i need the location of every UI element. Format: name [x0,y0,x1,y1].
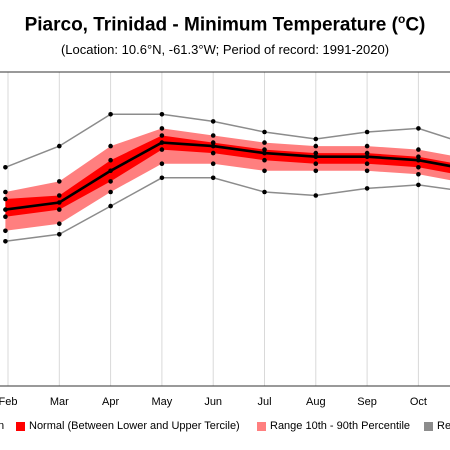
point-record-low [313,193,319,198]
x-tick-label-apr: Apr [102,396,119,408]
point-p10 [262,168,267,174]
point-upper-tercile [262,147,267,152]
line-record-low [5,177,450,243]
point-p90 [108,143,113,149]
x-tick-label-oct: Oct [410,396,427,408]
x-tick-label-sep: Sep [357,396,377,408]
point-mean [416,157,421,163]
point-lower-tercile [313,161,319,166]
point-p90 [159,126,165,131]
chart-subtitle: (Location: 10.6°N, -61.3°W; Period of re… [60,42,390,57]
lines [5,113,450,243]
legend-label-normal: Normal (Between Lower and Upper Tercile) [29,420,240,432]
point-record-low [210,175,216,181]
legend-label-mean: n [0,420,5,432]
point-lower-tercile [364,161,370,166]
point-mean [210,143,216,149]
point-p90 [57,179,62,184]
point-mean [3,207,8,212]
point-p90 [3,189,8,195]
point-record-high [364,129,370,135]
x-tick-label-may: May [152,396,173,408]
point-record-high [262,129,267,135]
point-p10 [416,172,421,177]
point-p10 [364,168,370,174]
x-tick-label-feb: Feb [0,396,17,408]
legend: n Normal (Between Lower and Upper Tercil… [0,420,450,440]
point-record-high [210,119,216,124]
point-record-low [416,182,421,188]
point-upper-tercile [364,150,370,156]
legend-item-record: Re [424,420,450,432]
point-mean [108,168,113,174]
point-upper-tercile [210,140,216,145]
point-upper-tercile [57,193,62,198]
point-lower-tercile [159,147,165,152]
point-lower-tercile [262,157,267,163]
legend-swatch-normal [16,421,25,431]
point-record-high [416,126,421,131]
point-record-low [57,232,62,237]
x-tick-label-jul: Jul [257,396,271,408]
x-tick-label-jun: Jun [204,396,222,408]
point-p10 [108,189,113,195]
point-upper-tercile [313,150,319,156]
point-record-high [313,136,319,142]
point-upper-tercile [108,157,113,163]
point-record-high [3,165,8,170]
point-mean [364,154,370,159]
point-record-low [364,186,370,191]
point-p90 [313,143,319,149]
point-lower-tercile [57,207,62,212]
point-mean [313,154,319,159]
legend-label-range: Range 10th - 90th Percentile [270,420,411,432]
grid [7,72,419,386]
x-tick-label-aug: Aug [306,396,326,408]
point-record-low [262,189,267,195]
line-mean [5,141,450,211]
point-record-high [159,112,165,117]
point-p90 [210,133,216,138]
point-mean [159,140,165,145]
chart: Feb Mar Apr May Jun Jul Aug Sep Oct [0,71,450,408]
point-p10 [313,168,319,174]
point-p10 [210,161,216,166]
point-lower-tercile [210,150,216,156]
points [3,112,421,244]
point-upper-tercile [416,154,421,159]
legend-item-mean: n [0,420,4,432]
point-p90 [262,140,267,145]
point-p10 [159,161,165,166]
legend-item-normal: Normal (Between Lower and Upper Tercile) [16,420,240,432]
point-p10 [3,228,8,234]
point-p90 [364,143,370,149]
legend-swatch-record [424,421,433,431]
point-record-low [3,239,8,244]
point-lower-tercile [3,214,8,219]
point-record-high [57,143,62,149]
point-upper-tercile [159,133,165,138]
point-upper-tercile [3,196,8,202]
bands [5,128,450,231]
point-record-low [108,203,113,209]
line-record-high [5,113,450,168]
chart-title-degree: o [397,12,406,26]
chart-title-unit: C) [405,14,426,36]
legend-label-record: Re [437,420,450,432]
legend-swatch-range [257,421,266,431]
point-record-high [108,112,113,117]
point-p10 [57,221,62,226]
point-mean [262,150,267,156]
x-axis: Feb Mar Apr May Jun Jul Aug Sep Oct [0,396,427,408]
x-tick-label-mar: Mar [50,396,69,408]
point-lower-tercile [108,179,113,184]
point-mean [57,200,62,205]
point-record-low [159,175,165,181]
point-lower-tercile [416,165,421,170]
chart-title-text: Piarco, Trinidad - Minimum Temperature ( [24,14,398,36]
chart-title: Piarco, Trinidad - Minimum Temperature (… [0,12,450,36]
legend-item-range: Range 10th - 90th Percentile [257,420,410,432]
band-range-10-90 [5,128,450,231]
point-p90 [416,147,421,152]
